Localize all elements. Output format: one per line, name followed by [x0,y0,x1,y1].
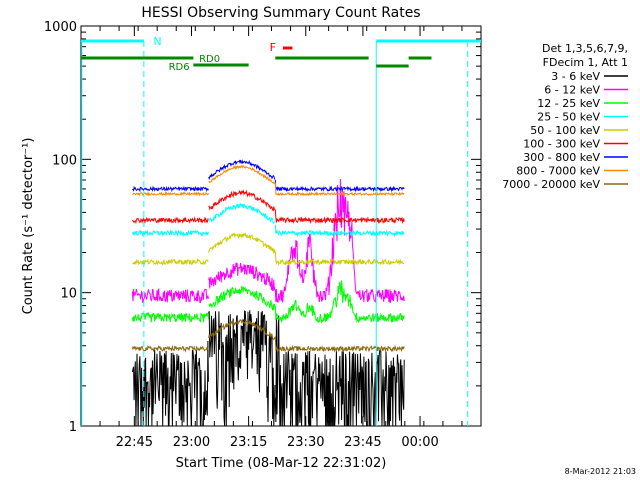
y-tick-label: 100 [52,153,77,168]
x-tick-label: 23:45 [344,435,381,450]
x-axis-label: Start Time (08-Mar-12 22:31:02) [176,456,387,471]
series-line-2 [131,280,405,324]
axes: 1 10 100 1000 22:45 23:00 23:15 23:30 23:45 00:00 [44,20,482,450]
legend-label: 100 - 300 keV [523,138,600,151]
night-label: N [153,35,161,48]
x-tick-label: 22:45 [116,435,153,450]
rd6-label: RD6 [169,62,190,73]
legend-label: 800 - 7000 keV [516,165,600,178]
legend: Det 1,3,5,6,7,9, FDecim 1, Att 1 3 - 6 k… [502,42,628,191]
legend-label: 3 - 6 keV [551,70,600,83]
series-line-1 [131,178,405,304]
legend-label: 12 - 25 keV [537,97,600,110]
timestamp: 8-Mar-2012 21:03 [565,467,636,476]
annotations: N F RD0 RD6 [81,35,481,426]
y-tick-label: 10 [60,287,77,302]
y-tick-label: 1000 [44,20,77,35]
legend-label: 6 - 12 keV [544,84,600,97]
x-tick-label: 00:00 [401,435,438,450]
series-line-0 [131,310,405,427]
series-line-4 [132,232,405,267]
series-line-7 [132,164,405,197]
plot-area [131,159,405,427]
legend-label: 50 - 100 keV [530,124,600,137]
x-tick-label: 23:30 [287,435,324,450]
flare-label: F [270,41,276,54]
plot-frame [80,25,482,427]
x-tick-label: 23:15 [230,435,267,450]
rd0-label: RD0 [199,54,220,65]
x-tick-label: 23:00 [173,435,210,450]
legend-header-2: FDecim 1, Att 1 [543,56,628,69]
series-line-6 [132,159,405,193]
y-axis-label: Count Rate (s⁻¹ detector⁻¹) [21,138,36,315]
legend-label: 25 - 50 keV [537,111,600,124]
series-line-8 [131,317,405,353]
legend-label: 300 - 800 keV [523,151,600,164]
legend-header-1: Det 1,3,5,6,7,9, [542,42,628,55]
series-line-3 [131,203,405,238]
chart-title: HESSI Observing Summary Count Rates [141,5,420,21]
y-tick-label: 1 [69,420,77,435]
series-line-5 [131,189,405,225]
legend-label: 7000 - 20000 keV [502,178,600,191]
